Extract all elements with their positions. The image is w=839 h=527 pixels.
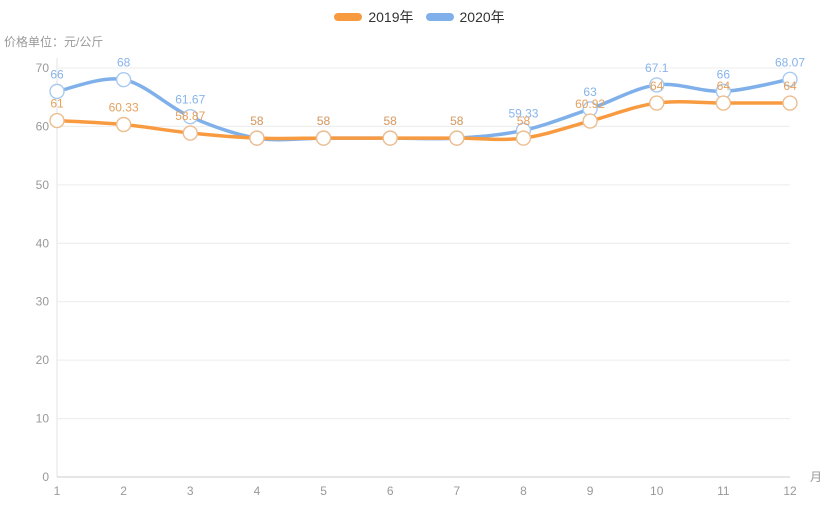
data-point-2020年-12[interactable] [782, 71, 798, 87]
x-tick-label: 8 [520, 484, 527, 498]
data-point-2019年-8[interactable] [515, 130, 532, 146]
value-label-2020年-2: 68 [117, 56, 131, 70]
data-point-2019年-11[interactable] [715, 95, 732, 111]
y-tick-label: 70 [36, 61, 50, 75]
value-label-2020年-6: 58 [384, 114, 398, 128]
value-label-2020年-12: 68.07 [775, 55, 805, 69]
value-label-2019年-1: 61 [50, 97, 64, 111]
value-label-2019年-7: 58 [450, 114, 464, 128]
x-tick-label: 3 [187, 484, 194, 498]
value-label-2019年-10: 64 [650, 79, 664, 93]
value-label-2020年-5: 58 [317, 114, 331, 128]
legend-label-2020: 2020年 [459, 9, 505, 25]
value-label-2020年-4: 58 [250, 114, 264, 128]
data-point-2020年-1[interactable] [49, 83, 65, 100]
legend-swatch-2020 [425, 13, 454, 21]
legend-label-2019: 2019年 [368, 9, 414, 25]
data-point-2019年-10[interactable] [649, 95, 665, 111]
legend: 2019年 2020年 [0, 8, 839, 26]
value-label-2019年-4: 58 [250, 114, 264, 128]
data-point-2020年-3[interactable] [182, 108, 198, 125]
data-point-2019年-3[interactable] [182, 125, 198, 141]
y-tick-label: 20 [36, 353, 50, 367]
y-axis-name: 价格单位：元/公斤 [4, 35, 104, 49]
value-label-2020年-1: 66 [50, 67, 64, 81]
x-tick-label: 4 [254, 484, 261, 498]
data-point-2020年-2[interactable] [115, 71, 132, 88]
value-label-2019年-5: 58 [317, 114, 331, 128]
y-tick-label: 40 [36, 236, 50, 250]
y-tick-label: 10 [36, 412, 50, 426]
value-label-2019年-2: 60.33 [109, 101, 139, 115]
value-label-2020年-7: 58 [450, 114, 464, 128]
data-point-2019年-4[interactable] [249, 130, 265, 146]
x-tick-label: 10 [650, 484, 664, 498]
legend-swatch-2019 [334, 13, 363, 21]
x-tick-label: 11 [717, 484, 730, 498]
legend-item-2019[interactable]: 2019年 [334, 8, 414, 26]
x-tick-label: 9 [587, 484, 594, 498]
data-point-2019年-7[interactable] [449, 130, 465, 146]
data-point-2019年-12[interactable] [782, 95, 798, 111]
value-label-2019年-11: 64 [717, 79, 731, 93]
series-line-2019年[interactable] [55, 99, 792, 142]
x-tick-label: 12 [783, 484, 797, 498]
y-tick-label: 0 [42, 470, 49, 484]
data-point-2019年-9[interactable] [582, 113, 598, 129]
value-label-2020年-10: 67.1 [645, 61, 669, 75]
value-label-2019年-3: 58.87 [175, 109, 205, 123]
x-tick-label: 7 [453, 484, 460, 498]
value-label-2019年-9: 60.92 [575, 97, 605, 111]
x-tick-label: 1 [54, 484, 61, 498]
y-tick-label: 30 [36, 295, 50, 309]
value-label-2020年-8: 59.33 [508, 106, 538, 120]
legend-item-2020[interactable]: 2020年 [425, 8, 505, 26]
data-point-2019年-1[interactable] [49, 112, 65, 129]
x-tick-label: 6 [387, 484, 394, 498]
value-label-2020年-9: 63 [583, 85, 597, 99]
value-label-2020年-11: 66 [717, 67, 731, 81]
data-point-2019年-6[interactable] [382, 130, 398, 146]
value-label-2019年-12: 64 [783, 79, 797, 93]
data-point-2019年-5[interactable] [315, 130, 332, 146]
value-label-2019年-6: 58 [384, 114, 398, 128]
data-point-2019年-2[interactable] [115, 116, 132, 133]
y-tick-label: 50 [36, 178, 50, 192]
value-label-2019年-8: 58 [517, 114, 531, 128]
y-tick-label: 60 [36, 119, 50, 133]
x-tick-label: 5 [320, 484, 327, 498]
value-label-2020年-3: 61.67 [175, 93, 205, 107]
x-axis-name: 月 [810, 470, 822, 484]
data-point-2020年-10[interactable] [649, 77, 665, 93]
x-tick-label: 2 [120, 484, 127, 498]
